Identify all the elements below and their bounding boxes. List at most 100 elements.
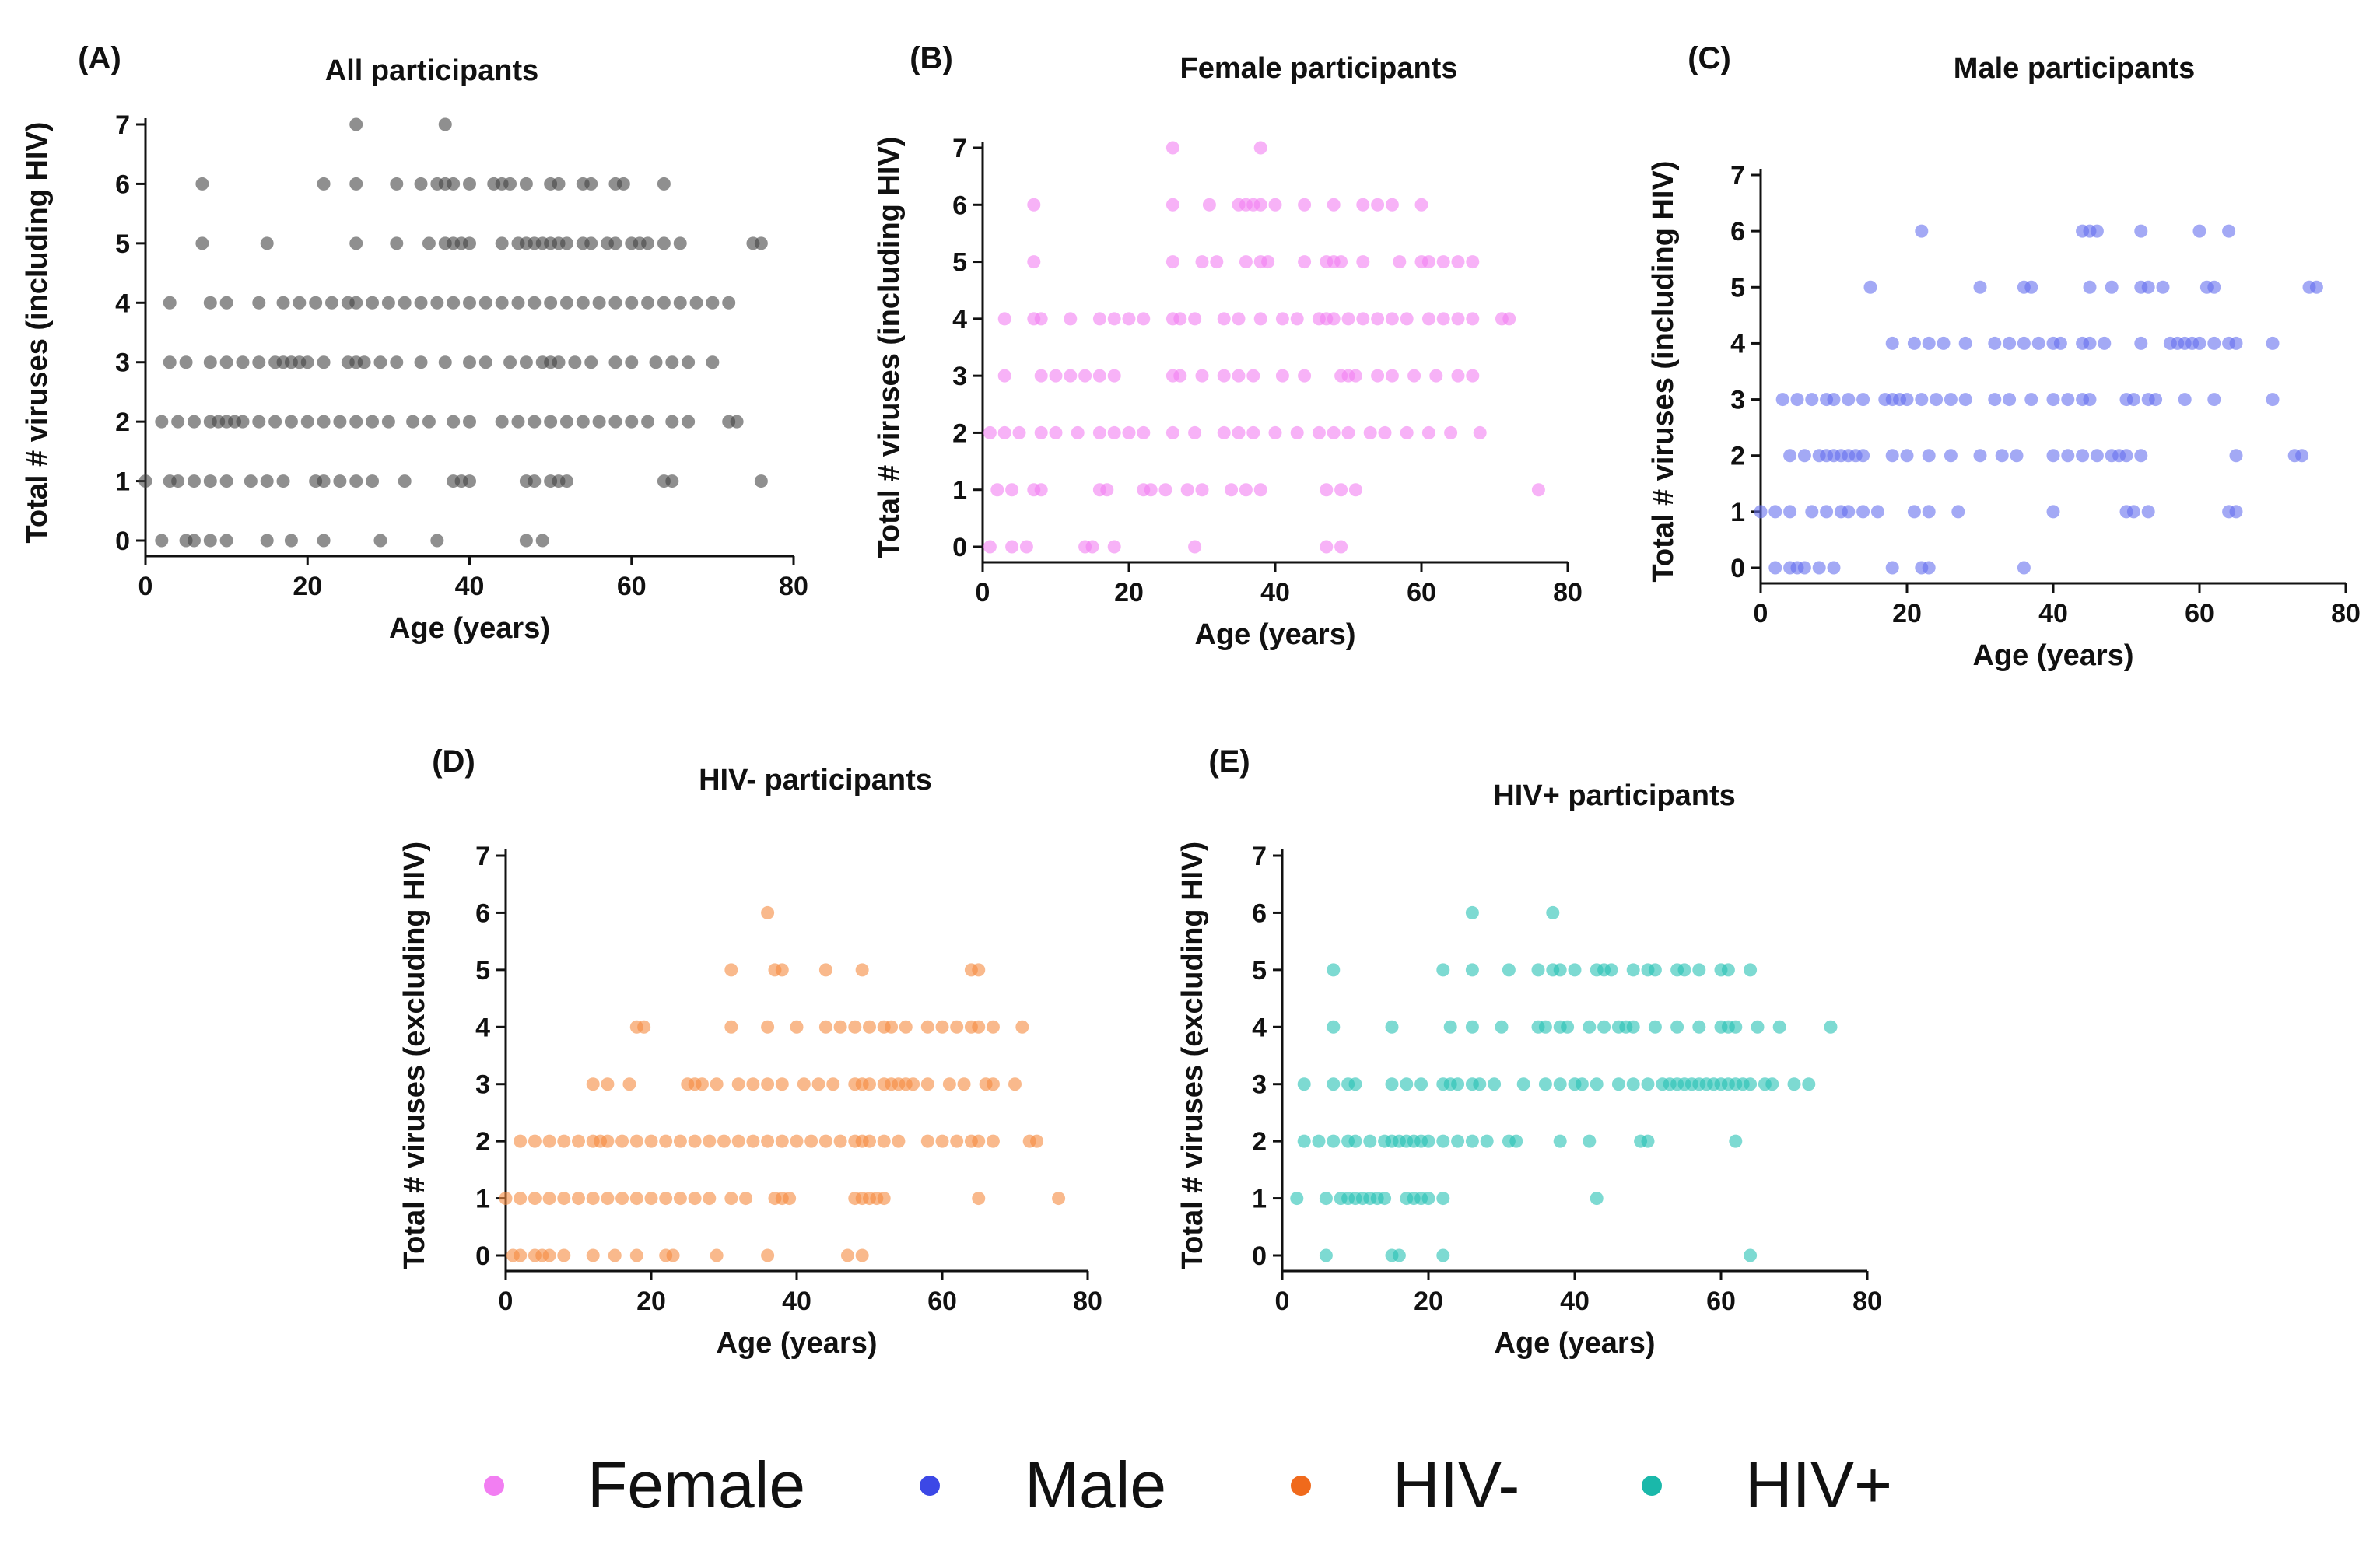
data-point [1744, 1077, 1758, 1091]
data-point [608, 236, 622, 250]
data-point [1670, 1020, 1684, 1034]
data-point [430, 296, 444, 310]
data-point [1648, 963, 1662, 977]
data-point [1915, 393, 1929, 407]
data-point [349, 296, 363, 310]
data-point [2126, 393, 2140, 407]
data-point [2126, 505, 2140, 519]
data-point [2098, 336, 2112, 350]
data-point [1290, 1192, 1304, 1206]
data-point [398, 296, 412, 310]
data-point [688, 1134, 702, 1148]
data-point [447, 415, 461, 429]
data-point [863, 1134, 876, 1148]
data-point [293, 296, 307, 310]
data-point [349, 474, 363, 488]
data-point [542, 1248, 556, 1262]
data-point [877, 1134, 891, 1148]
data-point [855, 1248, 869, 1262]
data-point [1466, 255, 1480, 269]
data-point [1085, 540, 1099, 554]
data-point [673, 1192, 687, 1206]
data-point [1626, 963, 1640, 977]
x-tick-label: 20 [1414, 1287, 1443, 1316]
data-point [1348, 483, 1362, 497]
data-point [163, 296, 177, 310]
data-point [1015, 1020, 1029, 1034]
data-point [1320, 540, 1334, 554]
data-point [972, 1134, 986, 1148]
data-point [615, 1192, 629, 1206]
data-point [1385, 312, 1399, 326]
y-tick-label: 4 [952, 305, 967, 334]
data-point [689, 296, 703, 310]
data-point [333, 415, 347, 429]
data-point [1268, 425, 1282, 439]
data-point [1944, 449, 1958, 463]
data-point [1027, 255, 1041, 269]
data-point [783, 1192, 797, 1206]
data-point [629, 1192, 643, 1206]
data-point [665, 355, 679, 369]
data-point [179, 355, 193, 369]
data-point [1443, 1020, 1457, 1034]
data-point [625, 355, 639, 369]
data-point [519, 534, 533, 548]
data-point [1590, 1192, 1604, 1206]
data-point [2090, 224, 2104, 238]
y-tick-label: 5 [952, 248, 967, 278]
data-point [2024, 393, 2038, 407]
data-point [1173, 369, 1187, 383]
data-point [1385, 198, 1399, 212]
y-tick-label: 0 [115, 527, 130, 556]
data-point [657, 296, 671, 310]
data-point [1575, 1077, 1589, 1091]
y-tick-label: 4 [1252, 1013, 1267, 1042]
y-tick-label: 3 [1252, 1070, 1267, 1100]
data-point [1071, 425, 1085, 439]
data-point [2141, 280, 2155, 294]
data-point [2053, 336, 2067, 350]
data-point [1907, 336, 1921, 350]
data-point [333, 474, 347, 488]
data-point [552, 177, 566, 191]
data-point [616, 177, 630, 191]
data-point [804, 1134, 818, 1148]
y-tick-label: 6 [1730, 217, 1745, 247]
data-point [1775, 393, 1789, 407]
y-tick-label: 1 [952, 476, 967, 506]
data-point [1064, 369, 1078, 383]
data-point [1312, 425, 1326, 439]
data-point [1327, 198, 1341, 212]
data-point [1078, 369, 1092, 383]
data-point [495, 236, 509, 250]
data-point [833, 1134, 847, 1148]
y-tick-label: 1 [475, 1185, 490, 1214]
data-point [414, 177, 428, 191]
data-point [1188, 312, 1202, 326]
data-point [1797, 561, 1811, 575]
data-point [478, 355, 492, 369]
x-tick-label: 20 [1892, 599, 1922, 628]
data-point [950, 1020, 964, 1034]
data-point [390, 177, 404, 191]
data-point [2207, 280, 2221, 294]
data-point [1611, 1077, 1625, 1091]
data-point [1356, 255, 1370, 269]
data-point [1473, 1077, 1487, 1091]
data-point [1217, 369, 1231, 383]
data-point [2178, 393, 2192, 407]
data-point [1604, 963, 1618, 977]
x-tick-label: 40 [1560, 1287, 1590, 1316]
x-tick-label: 20 [1114, 578, 1144, 607]
data-point [1298, 198, 1312, 212]
data-point [2083, 393, 2097, 407]
x-tick-label: 40 [2038, 599, 2068, 628]
data-point [381, 415, 395, 429]
data-point [601, 1192, 615, 1206]
data-point [478, 296, 492, 310]
data-point [576, 415, 590, 429]
y-tick-label: 0 [1252, 1241, 1267, 1271]
data-point [2141, 505, 2155, 519]
data-point [1298, 369, 1312, 383]
